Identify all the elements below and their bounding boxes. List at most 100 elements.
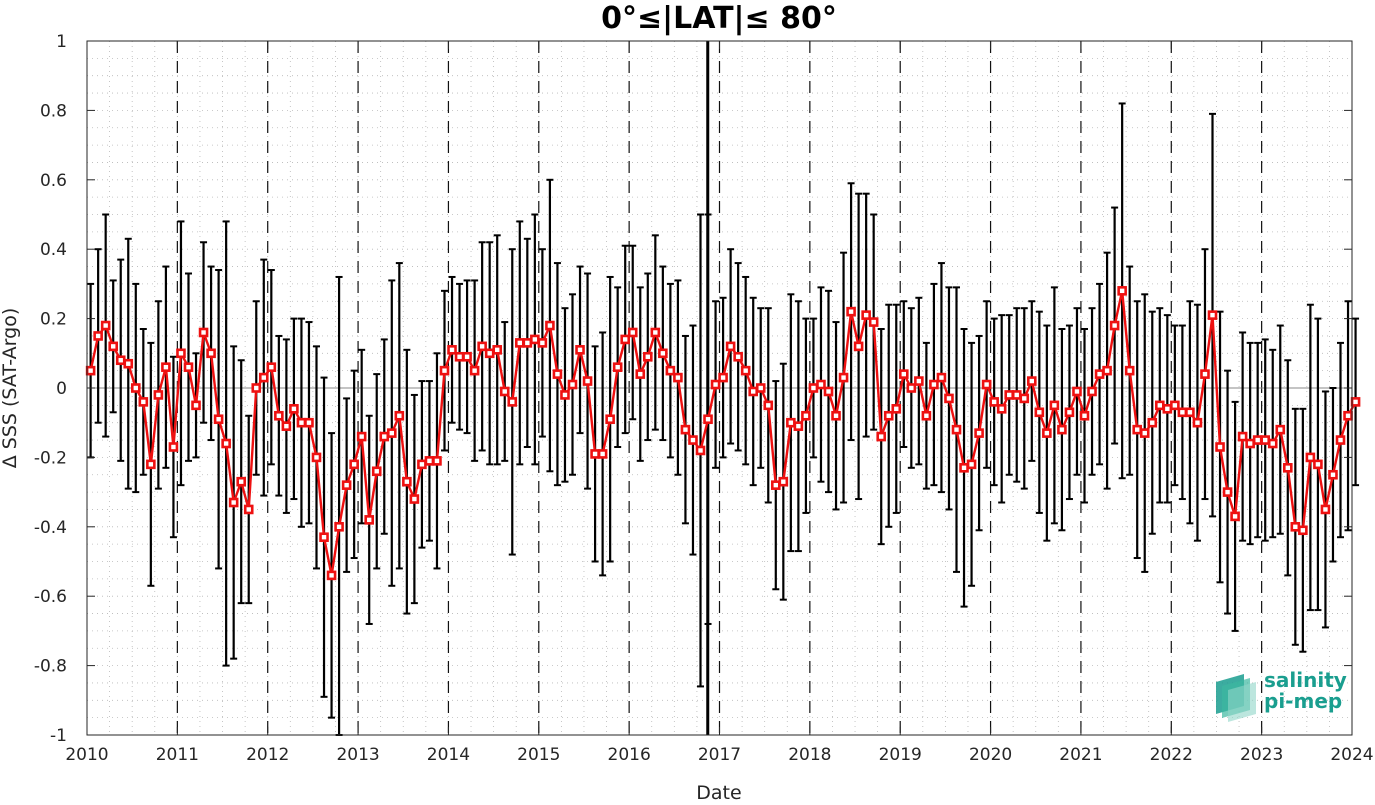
- y-tick-label: -0.6: [34, 587, 67, 607]
- x-tick-label: 2022: [1150, 745, 1193, 765]
- y-tick-labels: -1 -0.8 -0.6 -0.4 -0.2 0 0.2 0.4 0.6 0.8 1: [34, 32, 67, 746]
- data-point: [146, 459, 156, 470]
- data-point: [545, 320, 555, 331]
- data-point: [266, 362, 277, 372]
- data-point: [725, 341, 736, 352]
- y-tick-label: -0.8: [34, 657, 67, 677]
- data-point: [341, 480, 352, 490]
- data-point: [1313, 459, 1323, 470]
- data-point: [386, 428, 397, 438]
- data-point: [1282, 463, 1293, 473]
- data-point: [1102, 365, 1112, 376]
- data-point: [1192, 417, 1203, 428]
- x-tick-label: 2014: [427, 745, 470, 765]
- data-point: [575, 345, 585, 355]
- data-point: [1087, 386, 1097, 397]
- data-point: [349, 459, 359, 470]
- data-point: [108, 341, 119, 352]
- data-point: [552, 369, 563, 379]
- data-point: [364, 515, 375, 525]
- data-point: [929, 379, 939, 390]
- data-point: [778, 476, 789, 487]
- logo-text-pimep: pi-mep: [1264, 689, 1342, 713]
- data-point: [906, 383, 917, 393]
- data-point: [206, 348, 216, 359]
- data-point: [981, 379, 992, 390]
- data-point: [1117, 286, 1127, 296]
- data-point: [1237, 431, 1248, 442]
- data-point: [627, 327, 638, 338]
- data-point: [582, 376, 593, 386]
- data-point: [642, 351, 653, 362]
- data-point: [454, 351, 465, 362]
- data-point: [1252, 435, 1263, 445]
- data-point: [123, 358, 134, 369]
- data-point: [499, 386, 510, 397]
- data-point: [469, 365, 480, 376]
- salinity-pimep-logo: salinity pi-mep: [1216, 668, 1347, 722]
- data-point: [801, 410, 811, 421]
- data-point: [883, 410, 894, 421]
- data-point: [1034, 407, 1045, 418]
- data-point: [936, 372, 947, 383]
- data-point: [326, 570, 337, 581]
- data-point: [281, 421, 292, 431]
- data-point: [1245, 438, 1255, 449]
- data-point: [138, 397, 149, 407]
- data-point: [251, 383, 262, 393]
- data-point: [831, 410, 841, 421]
- y-tick-label: 0.6: [40, 171, 67, 191]
- data-point: [1230, 511, 1240, 522]
- data-point: [1026, 376, 1037, 386]
- data-point: [432, 456, 442, 466]
- data-point: [213, 414, 224, 425]
- data-point: [1343, 410, 1353, 421]
- x-tick-label: 2010: [65, 745, 108, 765]
- data-point: [236, 476, 247, 487]
- x-tick-labels: 2010 2011 2012 2013 2014 2015 2016 2017 2018 2019…: [65, 745, 1373, 765]
- data-point: [914, 376, 924, 386]
- data-markers: [85, 286, 1361, 581]
- logo-text-salinity: salinity: [1264, 668, 1347, 692]
- data-point: [597, 449, 608, 459]
- data-point: [793, 421, 804, 431]
- y-tick-label: 0.2: [40, 310, 67, 330]
- data-point: [477, 341, 487, 352]
- data-point: [951, 424, 962, 435]
- data-point: [1139, 428, 1150, 438]
- data-point: [311, 452, 322, 463]
- axis-ticks: [86, 40, 1353, 736]
- data-point: [522, 338, 533, 348]
- x-axis-label: Date: [696, 782, 741, 801]
- data-point: [853, 341, 864, 352]
- data-point: [1207, 310, 1218, 320]
- x-tick-label: 2015: [517, 745, 560, 765]
- data-point: [1170, 400, 1180, 411]
- data-point: [763, 400, 774, 411]
- data-point: [703, 414, 713, 425]
- data-point: [740, 365, 751, 376]
- data-point: [898, 369, 909, 379]
- data-point: [560, 390, 570, 400]
- x-tick-label: 2017: [698, 745, 741, 765]
- data-point: [1162, 404, 1173, 414]
- data-point: [944, 393, 954, 404]
- x-tick-label: 2023: [1240, 745, 1283, 765]
- data-point: [1267, 438, 1278, 449]
- data-point: [161, 362, 171, 372]
- data-point: [228, 497, 239, 508]
- data-point: [816, 379, 826, 390]
- data-point: [838, 372, 849, 383]
- data-point: [823, 386, 834, 397]
- data-point: [85, 365, 96, 376]
- data-point: [718, 372, 728, 383]
- data-point: [921, 410, 932, 421]
- data-point: [514, 338, 525, 348]
- data-point: [1328, 469, 1338, 480]
- data-point: [605, 414, 615, 425]
- data-point: [673, 372, 683, 383]
- error-bar: [335, 275, 343, 736]
- data-point: [1109, 320, 1120, 331]
- data-point: [258, 372, 269, 383]
